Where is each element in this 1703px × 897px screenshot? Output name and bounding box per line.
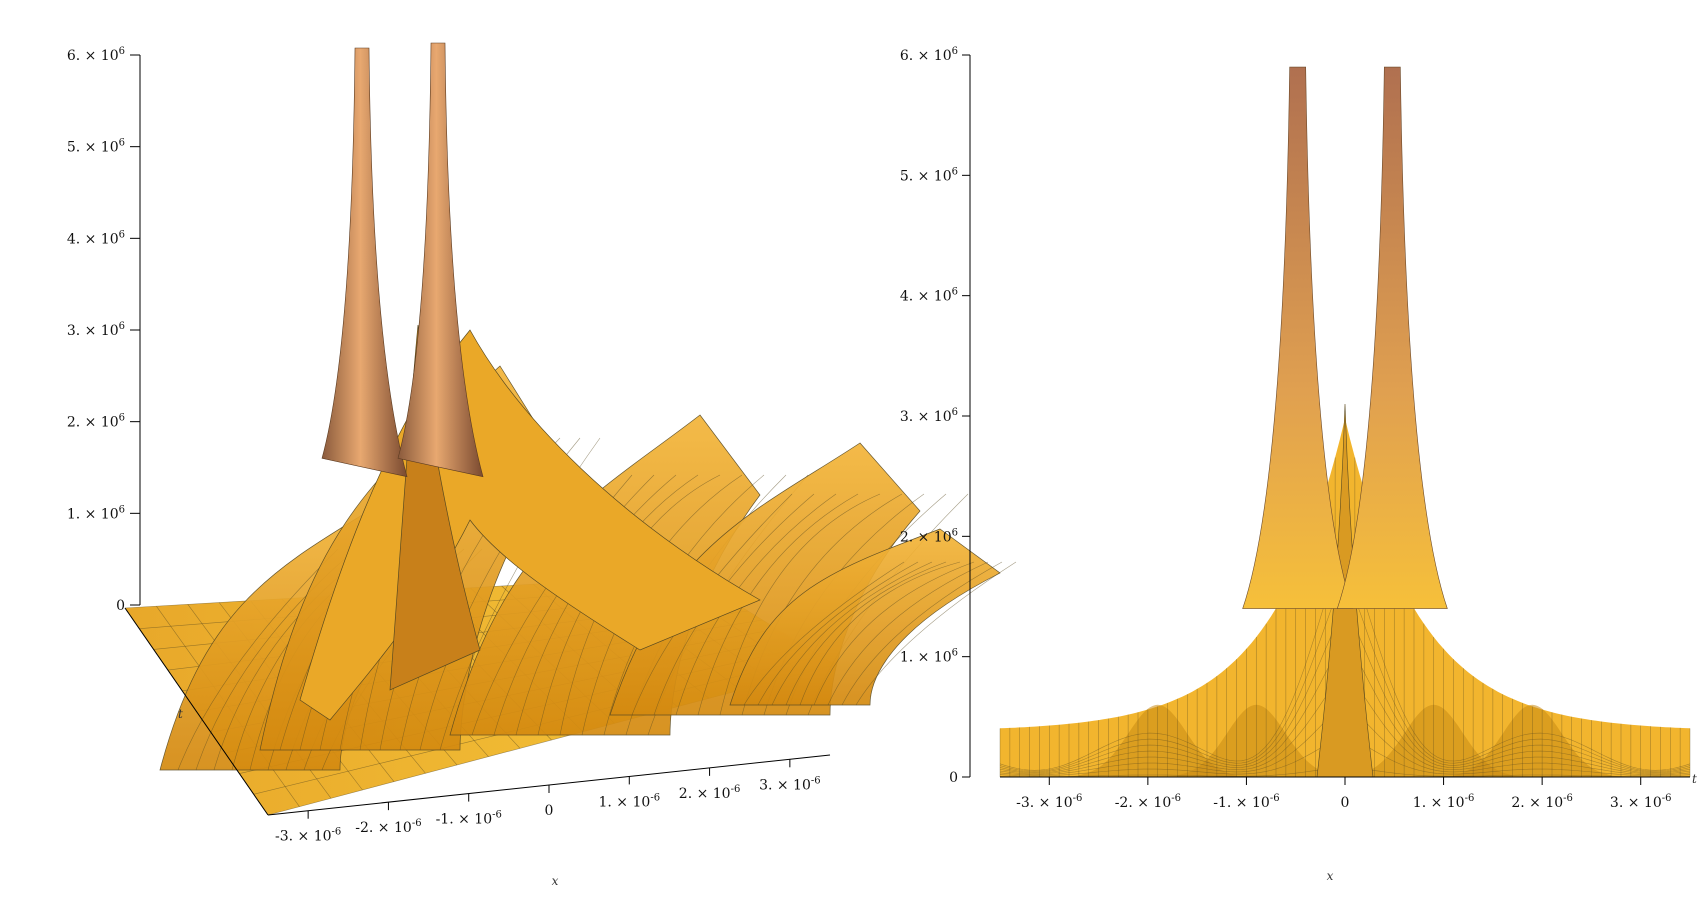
mesh-curve — [799, 561, 961, 706]
z-tick-label: 2. × 106 — [67, 413, 125, 431]
z-tick-label: 6. × 106 — [67, 46, 125, 64]
mesh-curve — [855, 561, 1017, 706]
mesh-curve — [177, 548, 339, 771]
x-tick-label: 2. × 10-6 — [679, 784, 741, 802]
z-tick-label: 5. × 106 — [67, 138, 125, 156]
spike — [397, 42, 484, 478]
x-tick-label: 2. × 10-6 — [1511, 793, 1573, 811]
mesh-curve — [719, 493, 881, 716]
x-tick-label: 3. × 10-6 — [1610, 793, 1672, 811]
x-tick-label: -2. × 10-6 — [355, 818, 421, 836]
z-tick-label: 0 — [116, 598, 125, 614]
x-tick-label: 0 — [545, 803, 554, 819]
x-tick-label: -3. × 10-6 — [1016, 793, 1082, 811]
t-axis — [124, 607, 269, 816]
chart-front: 0 1. × 106 2. × 106 3. × 106 4. × 106 5. × 10… — [900, 46, 1697, 883]
mesh-curve — [813, 561, 975, 706]
z-tick-label: 3. × 106 — [67, 321, 125, 339]
x-tick-label: 1. × 10-6 — [599, 792, 661, 810]
x-tick-label: -1. × 10-6 — [1213, 793, 1279, 811]
z-tick-label: 0 — [949, 770, 958, 786]
z-tick-label: 3. × 106 — [900, 407, 958, 425]
t-axis-label: t — [1692, 772, 1697, 786]
z-tick-label: 1. × 106 — [900, 648, 958, 666]
mesh-curve — [827, 561, 989, 706]
spike — [321, 47, 408, 478]
x-tick-label: -1. × 10-6 — [436, 810, 502, 828]
z-tick-label: 4. × 106 — [900, 287, 958, 305]
chart-perspective: 0 1. × 106 2. × 106 3. × 106 4. × 106 5. × 10… — [67, 42, 1017, 888]
x-axis-label: x — [1327, 869, 1334, 883]
mesh-curve — [841, 561, 1003, 706]
z-tick-label: 6. × 106 — [900, 46, 958, 64]
z-tick-label: 1. × 106 — [67, 504, 125, 522]
x-tick-label: 0 — [1341, 795, 1350, 811]
t-axis-label: t — [178, 707, 183, 721]
surface-ridge — [729, 528, 1001, 706]
z-tick-label: 2. × 106 — [900, 527, 958, 545]
mesh-curve — [785, 561, 947, 706]
spike — [1336, 66, 1448, 609]
z-tick-label: 5. × 106 — [900, 166, 958, 184]
mesh-curve — [757, 561, 919, 706]
mesh-curve — [771, 561, 933, 706]
spike — [1242, 66, 1354, 609]
mesh-curve — [743, 561, 905, 706]
mesh-curve — [697, 493, 859, 716]
x-tick-label: 1. × 10-6 — [1413, 793, 1475, 811]
z-tick-label: 4. × 106 — [67, 229, 125, 247]
x-axis-label: x — [552, 874, 559, 888]
x-tick-label: 3. × 10-6 — [759, 775, 821, 793]
x-tick-label: -3. × 10-6 — [275, 827, 341, 845]
x-tick-label: -2. × 10-6 — [1115, 793, 1181, 811]
